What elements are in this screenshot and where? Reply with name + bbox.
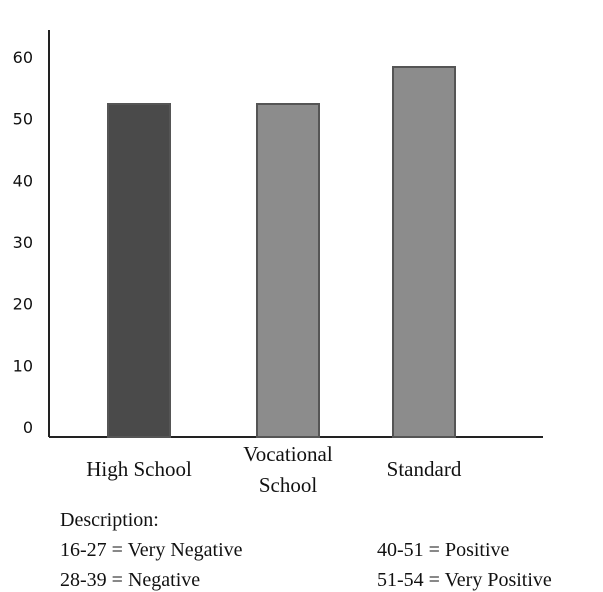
category-label: School [259,473,318,497]
category-label: High School [86,457,192,481]
y-tick-label: 30 [13,233,33,252]
bar [107,103,171,438]
y-tick-label: 10 [13,356,33,375]
y-tick-label: 60 [13,48,33,67]
y-tick-label: 20 [13,295,33,314]
legend-very-negative: 16-27 = Very Negative [60,539,243,561]
legend-negative: 28-39 = Negative [60,569,201,591]
y-tick-label: 0 [23,418,33,437]
y-tick-labels: 0 10 20 30 40 50 60 [13,48,33,437]
legend-heading: Description: [60,509,159,531]
category-labels: High School Vocational School Standard [86,442,462,497]
category-label: Standard [387,457,462,481]
category-label: Vocational [243,442,333,466]
bar [256,103,320,438]
legend-very-positive: 51-54 = Very Positive [377,569,552,591]
y-tick-label: 50 [13,110,33,129]
legend-positive: 40-51 = Positive [377,539,510,561]
y-tick-label: 40 [13,171,33,190]
bar [392,66,456,438]
bar-series [107,66,456,438]
